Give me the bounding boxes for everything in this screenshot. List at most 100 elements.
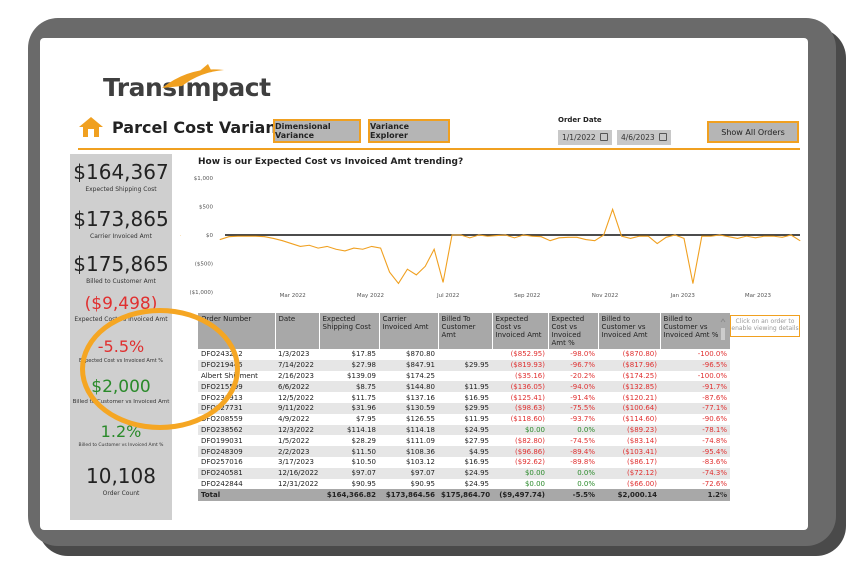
table-cell: -75.5% (548, 402, 598, 414)
table-cell: 0.0% (548, 424, 598, 436)
table-cell: ($136.05) (492, 381, 548, 393)
orders-table: Order Number Date Expected Shipping Cost Ca… (198, 313, 731, 502)
date-to-input[interactable]: 4/6/2023 (617, 130, 671, 145)
table-cell: ($870.80) (622, 350, 657, 359)
data-point (763, 235, 765, 237)
table-cell: $97.07 (319, 467, 379, 479)
kpi-billed-vs-invoiced-pct: 1.2% Billed to Customer vs Invoiced Amt % (70, 422, 172, 448)
table-row[interactable]: DFO238562 12/3/2022 $114.18 $114.18 $24.95 $0… (198, 424, 730, 436)
table-row[interactable]: DFO240581 12/16/2022 $97.07 $97.07 $24.95 $0.… (198, 467, 730, 479)
table-row[interactable]: DFO257016 3/17/2023 $10.50 $103.12 $16.95 ($9… (198, 457, 730, 468)
table-row[interactable]: DFO208559 4/9/2022 $7.95 $126.55 $11.95 ($118… (198, 414, 730, 425)
table-cell: ($103.41) (598, 446, 660, 457)
data-point (514, 237, 515, 239)
table-cell: $130.59 (379, 402, 438, 414)
data-point (683, 238, 685, 239)
y-tick-label: $500 (199, 205, 213, 211)
table-cell: -74.8% (702, 436, 727, 445)
table-cell: $97.07 (379, 467, 438, 479)
table-row[interactable]: DFO248309 2/2/2023 $11.50 $108.36 $4.95 ($96.… (198, 446, 730, 457)
data-point (630, 238, 631, 239)
data-point (496, 235, 498, 236)
column-header[interactable]: Billed to Customer vs Invoiced Amt (598, 313, 661, 349)
table-cell: 9/11/2022 (275, 402, 319, 414)
total-cell: -5.5% (548, 489, 598, 502)
table-cell: 12/31/2022 (278, 479, 319, 488)
data-point (335, 248, 337, 250)
x-tick-label: Nov 2022 (592, 293, 618, 299)
table-cell: ($92.62) (515, 458, 545, 467)
data-point (308, 244, 310, 246)
table-cell: ($174.25) (622, 371, 657, 380)
table-row[interactable]: DFO219445 7/14/2022 $27.98 $847.91 $29.95 ($8… (198, 359, 730, 371)
data-point (371, 246, 373, 247)
table-cell: $8.75 (319, 381, 379, 393)
show-all-orders-button[interactable]: Show All Orders (707, 121, 799, 143)
kpi-label: Order Count (102, 490, 140, 497)
table-scrollbar[interactable] (719, 318, 727, 496)
table-cell: -20.2% (570, 371, 595, 380)
data-point (612, 208, 614, 210)
calendar-icon[interactable] (659, 133, 667, 141)
table-cell (438, 371, 492, 382)
data-point (237, 235, 239, 237)
data-point (460, 234, 462, 236)
table-cell: -91.7% (660, 381, 730, 393)
table-cell: 0.0% (548, 467, 598, 479)
trend-line-chart[interactable]: $1,000 $500 $0 ($500) ($1,000) Mar 2022 May 20… (180, 164, 806, 299)
column-header[interactable]: Carrier Invoiced Amt (379, 313, 439, 349)
table-cell: ($120.21) (622, 393, 657, 402)
table-cell: $108.36 (379, 446, 438, 457)
tab-variance-explorer[interactable]: Variance Explorer (368, 119, 450, 143)
table-row[interactable]: DFO215599 6/6/2022 $8.75 $144.80 $11.95 ($136… (198, 381, 730, 393)
date-from-input[interactable]: 1/1/2022 (558, 130, 612, 145)
table-row[interactable]: DFO227731 9/11/2022 $31.96 $130.59 $29.95 ($9… (198, 402, 730, 414)
table-cell: ($132.85) (598, 381, 660, 393)
table-cell: ($66.00) (627, 479, 657, 488)
home-icon[interactable] (78, 116, 104, 138)
data-point (746, 235, 747, 237)
calendar-icon[interactable] (600, 133, 608, 141)
kpi-label: Carrier Invoiced Amt (90, 233, 152, 240)
x-tick-label: May 2022 (357, 293, 384, 299)
data-point (692, 283, 694, 284)
table-cell: 3/17/2023 (278, 458, 314, 467)
table-row[interactable]: DFO238913 12/5/2022 $11.75 $137.16 $16.95 ($1… (198, 392, 730, 403)
data-point (326, 246, 328, 247)
table-cell: ($98.63) (492, 402, 548, 414)
table-cell: DFO208559 (201, 415, 243, 424)
tab-dimensional-variance[interactable]: Dimensional Variance (273, 119, 361, 143)
data-point (781, 236, 783, 238)
table-cell: $27.95 (464, 436, 490, 445)
data-point (674, 234, 676, 236)
table-cell: ($114.60) (622, 415, 657, 424)
column-header[interactable]: Billed To Customer Amt (438, 313, 493, 349)
column-header[interactable]: Expected Shipping Cost (319, 313, 380, 349)
table-cell: $114.18 (319, 424, 379, 436)
column-header[interactable]: Expected Cost vs Invoiced Amt % (548, 313, 599, 349)
table-cell: $111.09 (406, 436, 435, 445)
table-row[interactable]: DFO242844 12/31/2022 $90.95 $90.95 $24.95 $0.… (198, 479, 730, 490)
data-point (299, 246, 301, 247)
table-cell: 12/3/2022 (275, 424, 319, 436)
data-point (282, 240, 283, 242)
table-cell: -93.7% (570, 415, 595, 424)
y-tick-label: ($1,000) (189, 290, 213, 296)
table-cell: $24.95 (464, 479, 490, 488)
order-date-label: Order Date (558, 116, 602, 124)
table-cell: $847.91 (379, 359, 438, 371)
column-header[interactable]: Expected Cost vs Invoiced Amt (492, 313, 549, 349)
total-cell (275, 489, 319, 502)
data-point (380, 247, 382, 249)
table-row[interactable]: DFO199031 1/5/2022 $28.29 $111.09 $27.95 ($82… (198, 435, 730, 446)
column-header[interactable]: Billed to Customer vs Invoiced Amt % (660, 313, 731, 349)
table-cell: DFO240581 (198, 467, 275, 479)
column-header[interactable]: Date (275, 313, 320, 349)
total-cell: $175,864.70 (438, 489, 492, 502)
table-row[interactable]: DFO243212 1/3/2023 $17.85 $870.80 ($852.95) -… (198, 349, 730, 360)
table-cell: -94.0% (548, 381, 598, 393)
table-cell: $10.50 (351, 458, 377, 467)
table-row[interactable]: Albert Shipment 2/16/2023 $139.09 $174.25 ($… (198, 371, 730, 382)
table-cell: -95.4% (660, 446, 730, 457)
table-cell: DFO248309 (198, 446, 275, 457)
